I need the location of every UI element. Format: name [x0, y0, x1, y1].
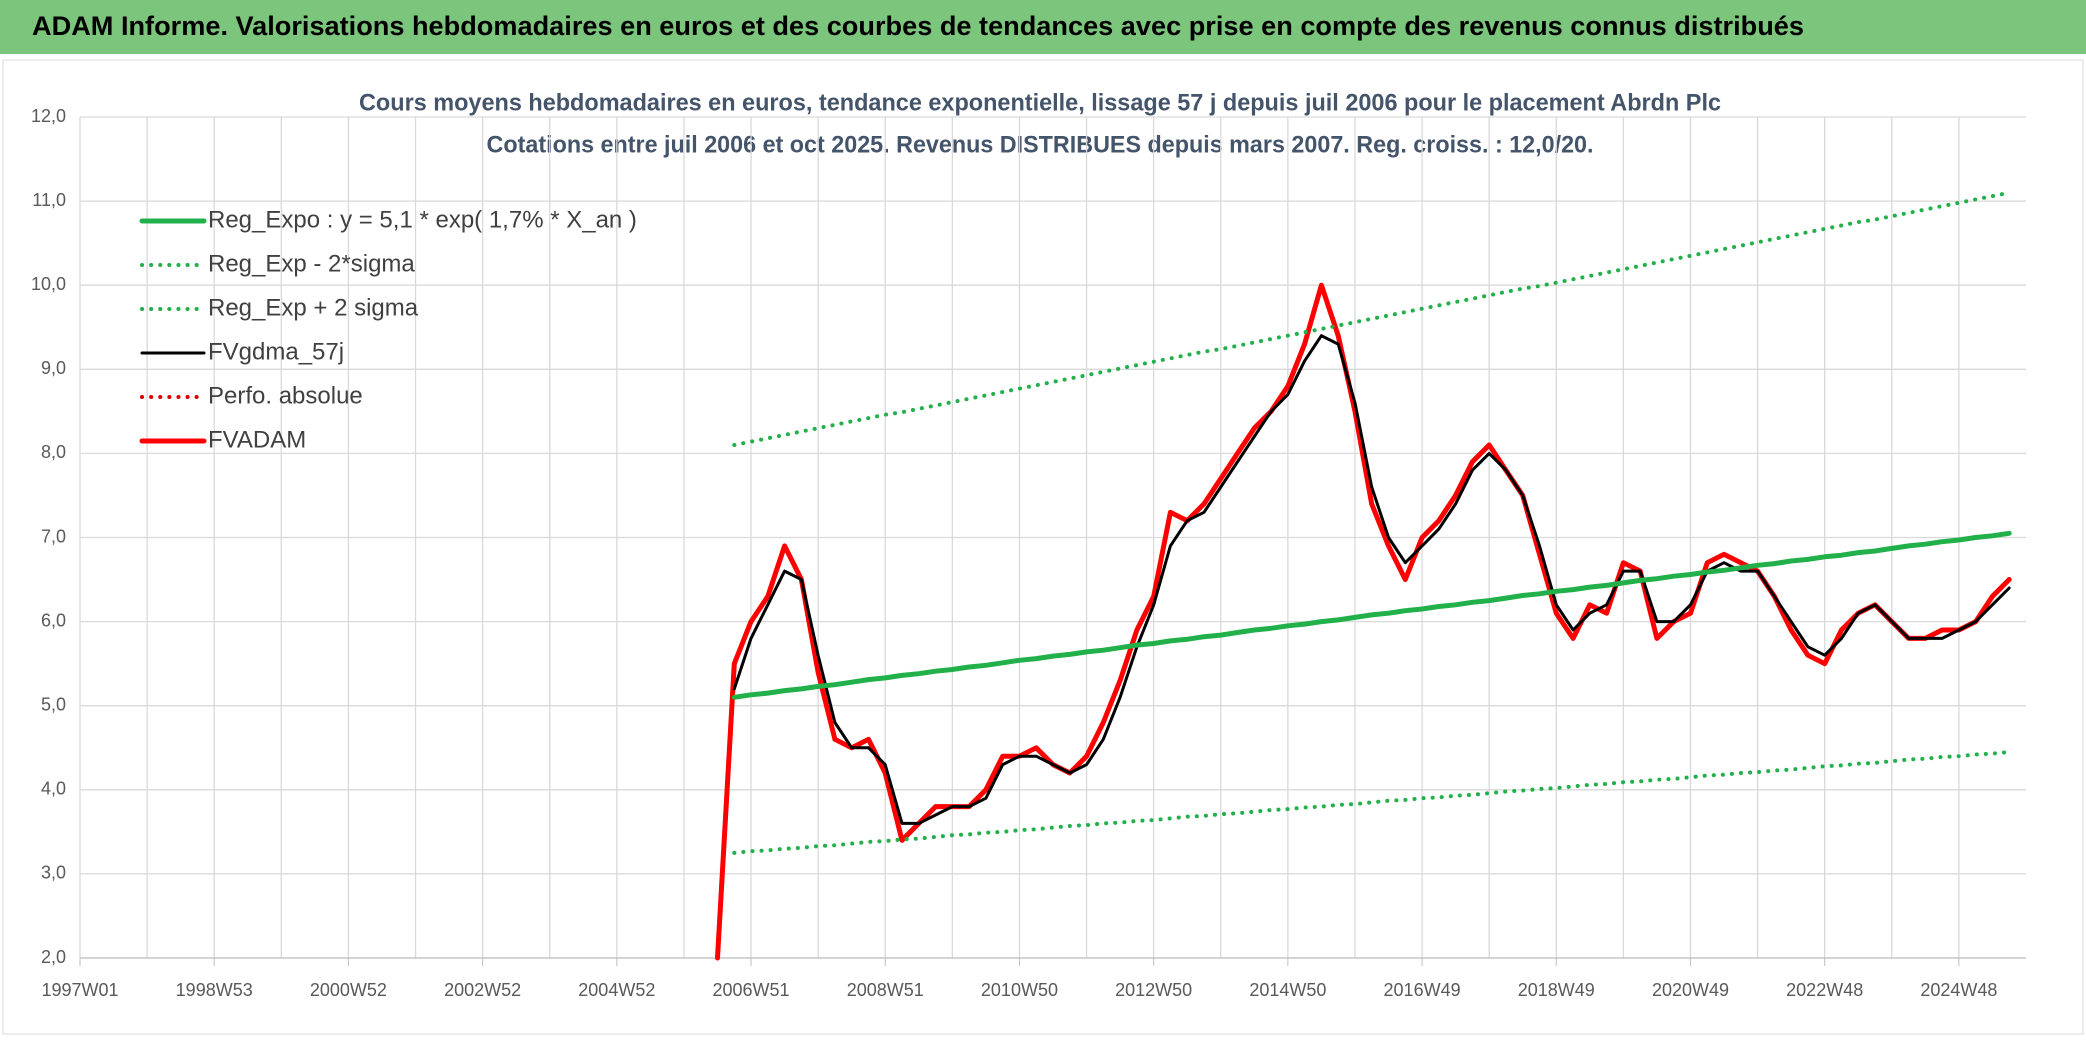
x-tick-label: 2010W50 — [981, 980, 1058, 1000]
series-line — [715, 282, 2012, 961]
x-tick-label: 2020W49 — [1652, 980, 1729, 1000]
y-tick-label: 4,0 — [41, 779, 66, 799]
y-tick-label: 9,0 — [41, 358, 66, 378]
series-line — [732, 750, 2012, 855]
y-tick-label: 2,0 — [41, 947, 66, 967]
chart-frame — [2, 59, 2084, 1035]
chart-subtitle: Cotations entre juil 2006 et oct 2025. R… — [487, 131, 1594, 158]
y-tick-label: 6,0 — [41, 610, 66, 630]
grid: 2,0 3,0 4,0 5,0 6,0 7,0 8,0 9,0 10,0 11,0 12,0 1997… — [31, 106, 2026, 1000]
legend-label: FVgdma_57j — [208, 338, 344, 365]
x-tick-label: 1998W53 — [176, 980, 253, 1000]
y-tick-label: 8,0 — [41, 442, 66, 462]
x-tick-label: 2022W48 — [1786, 980, 1863, 1000]
y-tick-label: 12,0 — [31, 106, 66, 126]
x-tick-label: 2008W51 — [847, 980, 924, 1000]
x-tick-label: 2002W52 — [444, 980, 521, 1000]
chart-title: Cours moyens hebdomadaires en euros, ten… — [359, 89, 1721, 116]
legend-label: FVADAM — [208, 426, 306, 453]
y-tick-label: 3,0 — [41, 863, 66, 883]
x-tick-label: 2016W49 — [1384, 980, 1461, 1000]
legend-label: Reg_Expo : y = 5,1 * exp( 1,7% * X_an ) — [208, 206, 637, 233]
x-tick-label: 2024W48 — [1920, 980, 1997, 1000]
x-tick-label: 2006W51 — [713, 980, 790, 1000]
x-tick-label: 1997W01 — [41, 980, 118, 1000]
plot-area — [715, 190, 2012, 961]
legend-label: Reg_Exp - 2*sigma — [208, 250, 415, 277]
y-tick-label: 10,0 — [31, 274, 66, 294]
banner-title: ADAM Informe. Valorisations hebdomadaire… — [32, 11, 1804, 41]
x-tick-label: 2004W52 — [578, 980, 655, 1000]
y-tick-label: 7,0 — [41, 526, 66, 546]
legend-label: Reg_Exp + 2 sigma — [208, 294, 419, 321]
y-tick-label: 5,0 — [41, 694, 66, 714]
banner — [0, 0, 2086, 54]
series-line — [732, 190, 2012, 447]
x-tick-label: 2014W50 — [1249, 980, 1326, 1000]
series-line — [731, 530, 2012, 700]
x-tick-label: 2018W49 — [1518, 980, 1595, 1000]
x-tick-label: 2000W52 — [310, 980, 387, 1000]
y-tick-label: 11,0 — [32, 190, 66, 210]
legend: Reg_Expo : y = 5,1 * exp( 1,7% * X_an ) R… — [139, 206, 637, 453]
series-line — [732, 334, 2011, 825]
x-tick-label: 2012W50 — [1115, 980, 1192, 1000]
legend-label: Perfo. absolue — [208, 382, 363, 409]
